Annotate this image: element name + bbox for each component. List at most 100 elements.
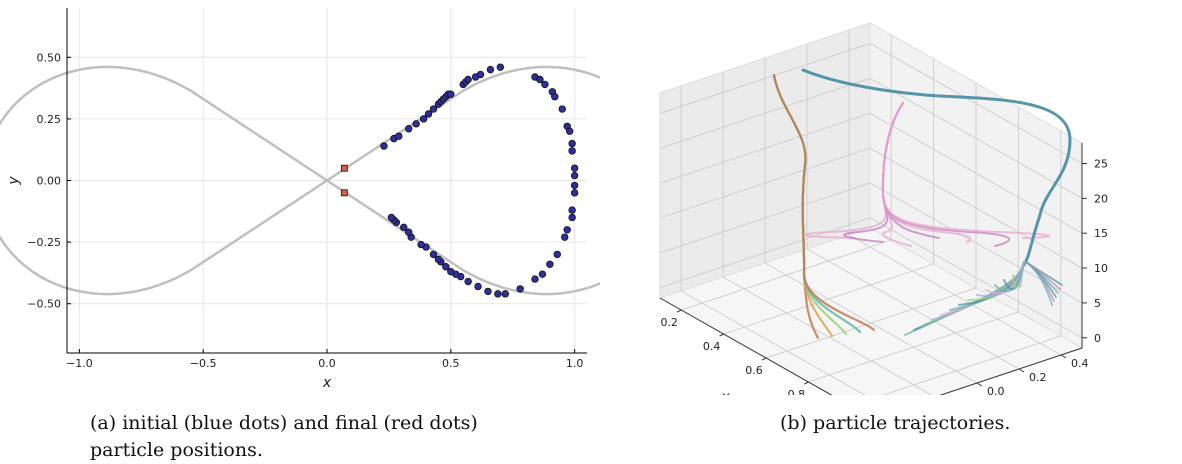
x-tick-label: 0.5 <box>442 357 460 370</box>
y-tick-label: 0.4 <box>1071 357 1089 370</box>
initial-position-dot <box>395 132 403 140</box>
x-tick-label: 0.2 <box>660 316 678 329</box>
initial-position-dot <box>570 164 579 172</box>
x-tick-label: 0.4 <box>703 340 721 353</box>
y-tick-mark <box>976 382 983 387</box>
initial-position-dot <box>405 228 413 236</box>
x-tick-label: −0.5 <box>190 357 217 370</box>
panel-a-plot: −1.0 −0.5 0.0 0.5 1.0 −0.50 −0.25 0.00 0.25 0.50 x… <box>0 8 600 391</box>
initial-position-dot <box>570 181 579 190</box>
initial-position-dot <box>565 127 574 135</box>
initial-position-dot <box>417 240 425 249</box>
z-tick-label: 10 <box>1094 262 1108 275</box>
grid-line <box>659 182 871 254</box>
grid-line <box>659 217 871 289</box>
y-tick-label: 0.2 <box>1029 371 1047 384</box>
grid-line <box>869 112 1083 234</box>
y-tick-mark <box>1060 354 1067 359</box>
initial-position-dot <box>486 65 495 74</box>
caption-b: (b) particle trajectories. <box>780 412 1011 434</box>
initial-position-dot <box>447 90 455 98</box>
y-tick-mark <box>1018 368 1025 373</box>
trajectory-left <box>772 73 876 332</box>
initial-position-dot <box>434 255 443 264</box>
trajectory-pink <box>881 102 1050 239</box>
x-tick-label: 0.0 <box>318 357 336 370</box>
trajectory-teal-main <box>801 68 1072 267</box>
z-tick-label: 5 <box>1094 297 1101 310</box>
initial-position-dot <box>536 75 544 84</box>
initial-position-dot <box>476 70 485 79</box>
initial-position-dot <box>501 290 509 298</box>
grid-line <box>882 335 1061 395</box>
initial-position-dot <box>442 263 450 271</box>
initial-position-dot <box>541 80 549 89</box>
y-tick-label: −0.25 <box>27 236 61 249</box>
initial-position-dot <box>464 75 472 84</box>
initial-position-dot <box>568 147 576 155</box>
final-position-dot <box>340 189 348 197</box>
grid-line <box>869 217 1083 339</box>
y-tick-label: −0.50 <box>27 298 61 311</box>
initial-position-dot <box>464 277 472 286</box>
initial-position-dot <box>563 226 571 234</box>
initial-position-dot <box>516 285 524 293</box>
x-tick-label: 1.0 <box>566 357 584 370</box>
panel-b-3d-plot: 0.20.40.60.81.0−0.4−0.20.00.20.405101520… <box>658 22 1108 396</box>
initial-position-dot <box>546 260 554 268</box>
initial-position-dot <box>400 223 408 232</box>
grid-line <box>659 77 871 149</box>
initial-position-dot <box>429 105 438 113</box>
grid-line <box>659 112 871 184</box>
initial-position-dot <box>429 250 438 259</box>
initial-position-dot <box>412 120 420 128</box>
x-tick-label: −1.0 <box>66 357 93 370</box>
curve-right-lobe <box>326 65 600 296</box>
grid-line <box>869 43 1083 164</box>
z-tick-label: 20 <box>1094 192 1108 205</box>
y-tick-label: 0.50 <box>37 51 62 64</box>
grid-line <box>659 147 871 219</box>
grid-line <box>659 43 871 114</box>
initial-position-dot <box>474 282 482 291</box>
initial-position-dot <box>496 63 505 71</box>
initial-position-dot <box>570 171 579 180</box>
y-tick-label: 0.0 <box>987 385 1005 395</box>
initial-position-dot <box>553 250 561 259</box>
z-tick-label: 15 <box>1094 227 1108 240</box>
initial-position-dot <box>561 233 569 241</box>
initial-position-dot <box>405 125 413 133</box>
grid-line <box>680 290 866 395</box>
grid-line <box>808 311 1019 383</box>
x-tick-mark <box>761 357 767 361</box>
initial-position-dot <box>551 93 559 101</box>
initial-position-dot <box>568 213 576 222</box>
trajectory-right-tail <box>1025 261 1053 306</box>
trajectory-fan <box>1019 261 1025 288</box>
x-tick-mark <box>719 333 724 337</box>
x-tick-label: 0.8 <box>788 388 806 395</box>
z-tick-label: 0 <box>1094 332 1101 345</box>
x-tick-mark <box>804 381 809 385</box>
initial-position-dot <box>568 139 576 148</box>
x-axis-label: x <box>322 375 332 391</box>
grid-line <box>869 77 1083 199</box>
initial-position-dot <box>568 206 576 214</box>
initial-position-dot <box>531 275 539 283</box>
initial-position-dot <box>570 189 579 197</box>
x-tick-mark <box>676 309 682 313</box>
initial-position-dot <box>494 290 502 298</box>
grid-line <box>764 262 978 384</box>
x-axis-label: x <box>720 390 730 396</box>
initial-position-dot <box>424 110 433 118</box>
final-position-dot <box>340 164 348 172</box>
y-axis-label: y <box>6 176 22 186</box>
grid-line <box>722 276 933 395</box>
floor-pane <box>658 227 1084 395</box>
z-tick-label: 25 <box>1094 158 1108 171</box>
initial-position-dot <box>484 287 492 296</box>
initial-position-dot <box>380 142 388 150</box>
initial-position-dot <box>419 115 428 123</box>
initial-position-dot <box>538 270 547 278</box>
